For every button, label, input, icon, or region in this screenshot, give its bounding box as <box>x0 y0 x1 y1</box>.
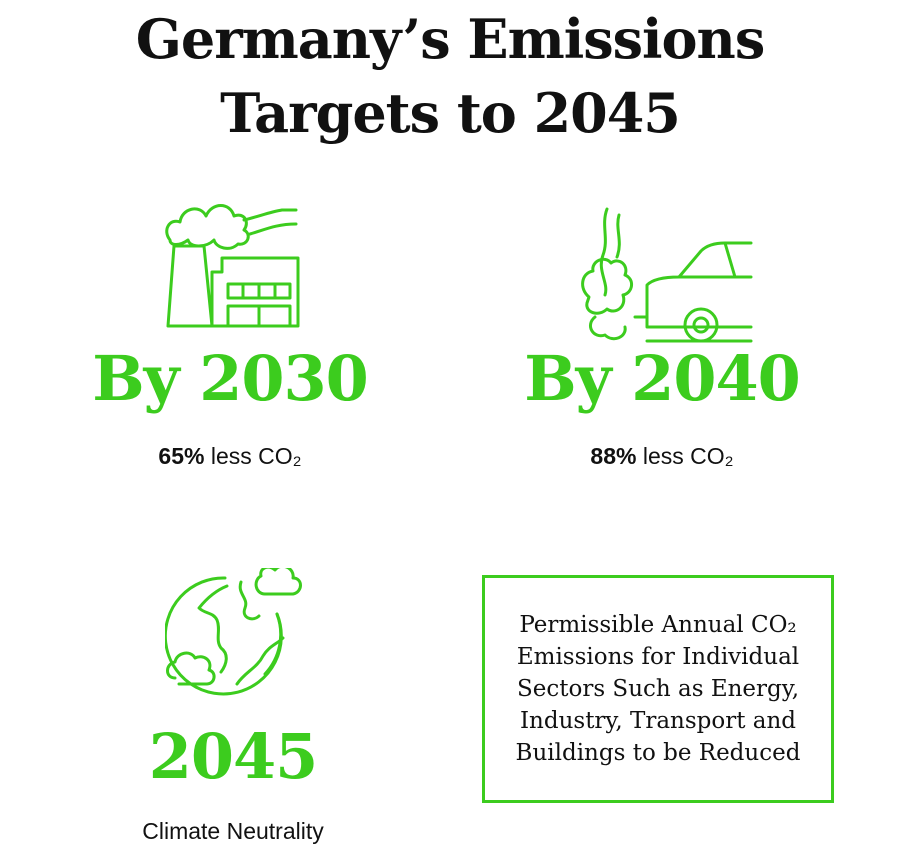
box-line-1: Permissible Annual CO₂ <box>519 612 797 638</box>
target-2030-text: 65% less CO₂ <box>80 441 380 471</box>
box-line-2: Emissions for Individual <box>516 644 800 670</box>
year-2030-label: By 2030 <box>92 342 369 415</box>
title-line-1: Germany’s Emissions <box>135 7 765 71</box>
sector-info-box: Permissible Annual CO₂ Emissions for Ind… <box>482 575 834 803</box>
car-exhaust-icon <box>581 207 753 343</box>
target-2030-unit: less CO₂ <box>210 443 302 469</box>
target-2040-text: 88% less CO₂ <box>512 441 812 471</box>
target-2040-unit: less CO₂ <box>642 443 734 469</box>
sector-info-text: Permissible Annual CO₂ Emissions for Ind… <box>508 609 808 769</box>
page-title: Germany’s Emissions Targets to 2045 <box>0 0 900 150</box>
target-2045-text: Climate Neutrality <box>142 818 324 844</box>
year-2045-label: 2045 <box>148 720 319 793</box>
globe-cloud-icon <box>165 568 302 696</box>
box-line-5: Buildings to be Reduced <box>515 740 801 766</box>
year-2040-label: By 2040 <box>524 342 801 415</box>
target-2040-value: 88% <box>590 443 637 469</box>
box-line-4: Industry, Transport and <box>519 708 797 734</box>
factory-icon <box>165 204 300 328</box>
title-line-2: Targets to 2045 <box>220 81 681 145</box>
box-line-3: Sectors Such as Energy, <box>516 676 800 702</box>
target-2030-value: 65% <box>158 443 205 469</box>
